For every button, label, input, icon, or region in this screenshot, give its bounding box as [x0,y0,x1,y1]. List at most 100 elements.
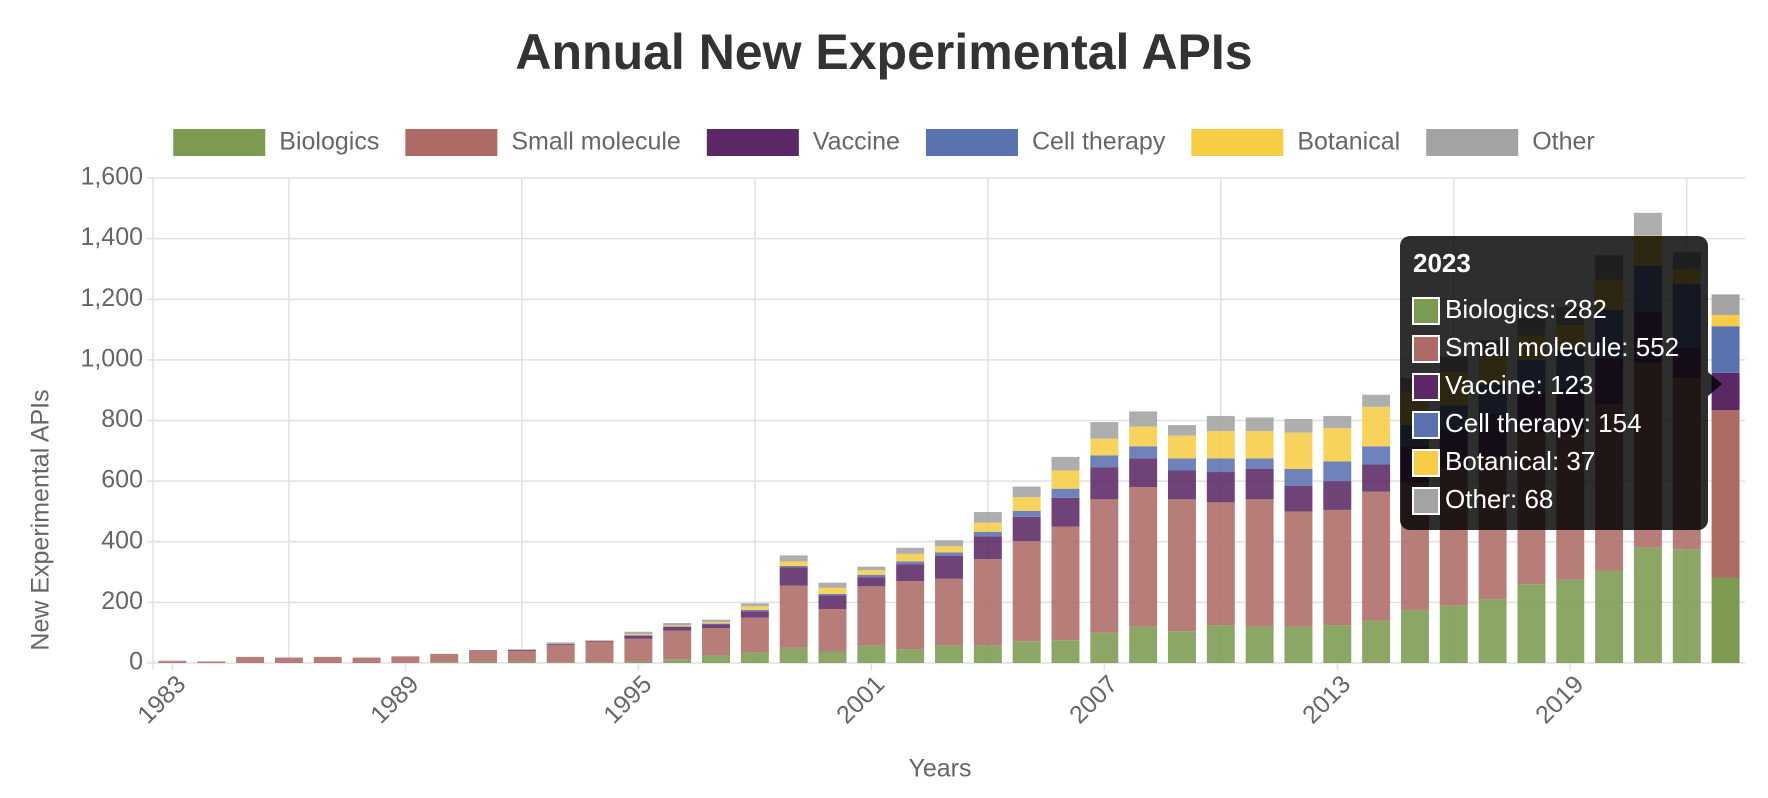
legend-swatch [706,129,799,156]
bar-segment [1362,464,1391,492]
bar-segment [857,577,886,587]
legend-label: Vaccine [813,128,900,156]
bar-segment [935,552,963,556]
legend-swatch [173,129,266,156]
y-tick-label: 800 [101,405,143,433]
bar-segment [507,661,536,663]
bar-segment [663,622,692,626]
bar-segment [663,626,692,631]
y-axis-label: New Experimental APIs [27,389,55,650]
bar-segment [702,622,731,624]
bar-segment [1323,481,1352,510]
bar-segment [624,635,653,636]
bar-segment [1167,458,1196,471]
bar-segment [740,611,769,618]
bar-segment [1167,435,1196,459]
legend-swatch [1191,129,1284,156]
bar-segment [585,662,614,663]
tooltip-swatch [1412,449,1440,477]
legend-label: Cell therapy [1032,128,1166,156]
bar-segment [1711,372,1740,411]
bar-segment [779,555,808,562]
bar-segment [740,652,769,663]
bar-segment [546,643,575,645]
bar-segment [1129,446,1158,459]
chart-title: Annual New Experimental APIs [515,24,1252,80]
y-tick-label: 400 [101,526,143,554]
legend-label: Botanical [1297,128,1400,156]
tooltip-swatch [1412,411,1440,439]
bar-segment [857,586,886,646]
legend-item: Small molecule [405,128,681,156]
bar-segment [973,522,1002,532]
x-axis-label: Years [908,755,971,783]
tooltip-title: 2023 [1413,248,1471,278]
bar-segment [896,581,925,650]
y-tick-label: 600 [101,466,143,494]
bar-segment [1090,438,1119,456]
bar-segment [779,647,808,663]
bar-segment [1439,605,1468,663]
bar-segment [935,546,963,553]
bar-segment [1051,470,1080,489]
bar-segment [158,661,187,663]
bar-segment [1245,499,1274,627]
bar-segment [1245,458,1274,469]
bar-segment [1090,632,1119,663]
bar-segment [624,661,653,663]
bar-segment [1206,472,1235,503]
bar-segment [585,640,614,641]
bar-segment [1167,470,1196,500]
bar-segment [1556,579,1585,663]
y-tick-label: 1,000 [80,344,143,372]
bar-segment [818,593,847,596]
bar-segment [702,655,731,663]
bar-segment [818,595,847,610]
bar-segment [973,531,1002,537]
bar-segment [1051,456,1080,471]
bar-segment [1206,458,1235,473]
x-tick-label: 2019 [1530,670,1589,729]
bar-segment [624,635,653,639]
tooltip-item: Cell therapy: 154 [1445,408,1642,438]
tooltip-caret [1708,372,1722,396]
bar-segment [624,634,653,636]
bar-segment [663,626,692,627]
bar-segment [973,536,1002,560]
legend-item: Biologics [173,128,379,156]
tooltip: 2023 Biologics: 282 Small molecule: 552 Vac… [1400,236,1722,530]
bar-segment [1633,547,1662,663]
y-tick-label: 0 [129,648,143,676]
bar-segment [896,649,925,663]
bar-segment [546,662,575,663]
bar-segment [663,630,692,660]
bar-segment [1284,469,1313,486]
bar-segment [1323,461,1352,482]
bar-segment [1051,488,1080,498]
bar-segment [857,566,886,571]
legend-swatch [405,129,498,156]
bar-segment [740,609,769,612]
bar-segment [1206,625,1235,663]
bar-segment [740,603,769,607]
bar-segment [507,649,536,651]
x-tick-label: 2007 [1064,670,1123,729]
tooltip-item: Small molecule: 552 [1445,332,1679,362]
legend: Biologics Small molecule Vaccine Cell thera… [173,128,1595,156]
bar-segment [857,645,886,663]
bar-segment [1400,609,1429,663]
y-tick-label: 1,200 [80,284,143,312]
bar-segment [391,656,420,663]
tooltip-swatch [1412,297,1440,325]
bar-segment [1284,511,1313,627]
bar-segment [702,624,731,629]
bar-segment [1323,625,1352,663]
bar-segment [1362,406,1391,447]
bar-segment [1167,499,1196,632]
bar-segment [1245,626,1274,663]
bar-segment [469,650,498,651]
bar-segment [896,553,925,562]
tooltip-swatch [1412,373,1440,401]
bar-segment [1129,626,1158,663]
